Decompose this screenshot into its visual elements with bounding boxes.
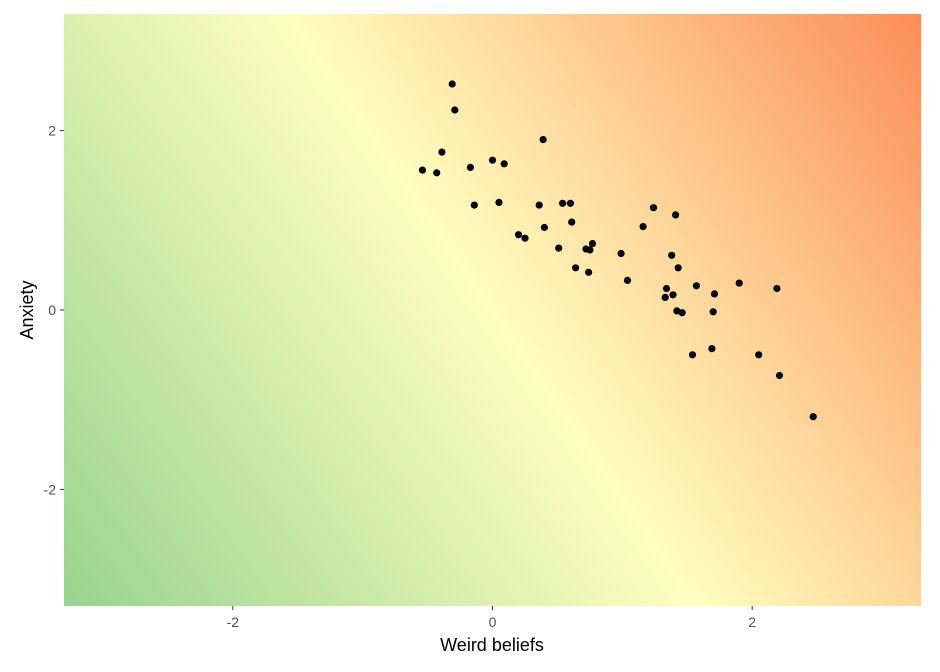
data-point [438,148,446,156]
data-point [692,282,701,290]
y-tick-label: 0 [48,302,56,318]
x-axis: -2 0 2 [227,606,756,630]
data-point [773,284,781,293]
y-tick-label: -2 [44,481,57,497]
data-point [488,156,497,164]
data-point [639,223,647,231]
data-point [466,163,474,171]
data-point [735,279,743,287]
data-point [674,264,682,272]
data-point [649,204,658,212]
data-points [418,80,817,421]
x-tick-label: 2 [748,614,756,630]
data-point [623,276,632,284]
data-point [709,308,717,316]
data-point [521,234,529,242]
data-point [555,244,563,252]
data-point [661,293,669,301]
data-point [448,80,456,88]
data-point [568,218,576,226]
data-point [669,291,677,299]
data-point [678,309,686,317]
data-point [809,413,817,421]
data-point [775,371,784,380]
data-point [495,198,503,206]
data-point [708,345,716,353]
data-point [470,201,478,209]
y-axis: -2 0 2 [44,123,64,497]
data-point [617,249,625,258]
data-point [500,160,508,168]
data-point [586,246,594,254]
data-point [755,351,763,359]
data-point [535,201,543,209]
data-point [559,199,567,207]
data-point [688,351,697,359]
data-point [514,231,523,239]
x-tick-label: 0 [489,614,497,630]
data-point [662,284,671,293]
data-point [585,268,593,276]
x-axis-title: Weird beliefs [440,635,544,655]
data-point [451,106,459,114]
x-tick-label: -2 [227,614,240,630]
y-axis-title: Anxiety [17,280,37,339]
data-point [418,166,426,174]
data-point [539,136,547,144]
data-point [433,169,441,177]
plot-panel [64,14,921,606]
data-point [710,290,719,298]
y-tick-label: 2 [48,123,56,139]
data-point [566,199,575,207]
data-point [540,223,549,232]
data-point [588,240,597,248]
data-point [672,211,680,219]
data-point [572,264,580,272]
data-point [668,251,676,259]
